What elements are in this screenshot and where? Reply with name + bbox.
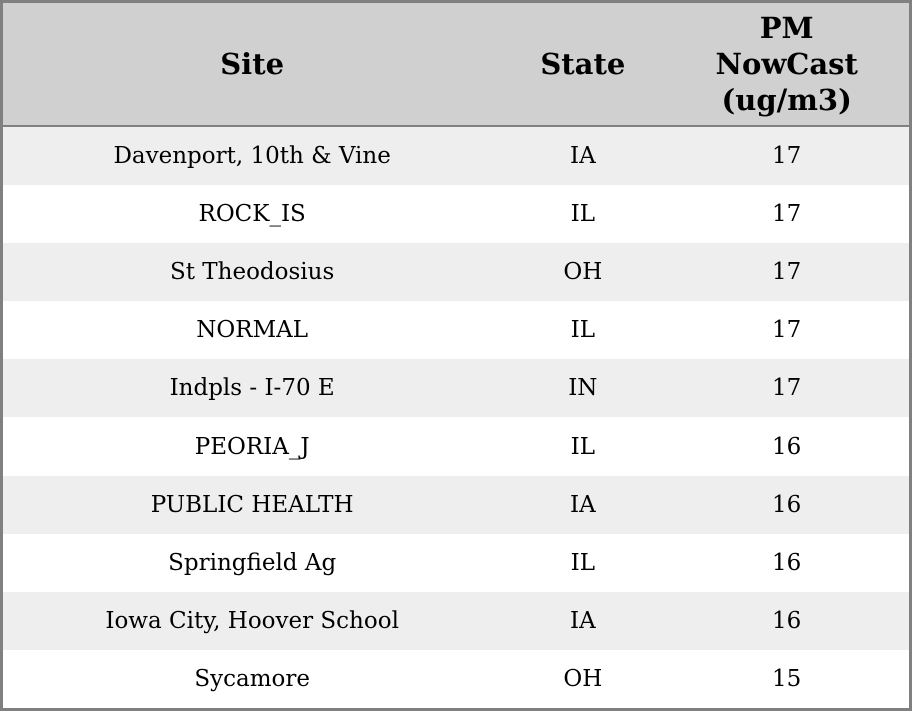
site-cell: Sycamore xyxy=(3,649,502,708)
table-row: PEORIA_J IL 16 xyxy=(3,417,909,476)
table-row: St Theodosius OH 17 xyxy=(3,243,909,302)
table-row: Iowa City, Hoover School IA 16 xyxy=(3,591,909,650)
table-header: Site State PM NowCast (ug/m3) xyxy=(3,3,909,127)
table-row: Springfield Ag IL 16 xyxy=(3,533,909,592)
site-cell: Springfield Ag xyxy=(3,533,502,592)
pm-value-cell: 16 xyxy=(664,417,909,476)
state-cell: OH xyxy=(501,243,665,302)
pm-value-cell: 16 xyxy=(664,475,909,534)
pm-value-cell: 15 xyxy=(664,649,909,708)
site-cell: Davenport, 10th & Vine xyxy=(3,126,502,186)
state-cell: IA xyxy=(501,126,665,186)
state-cell: IL xyxy=(501,301,665,360)
header-row: Site State PM NowCast (ug/m3) xyxy=(3,3,909,127)
col-header-pm-nowcast-label: PM NowCast (ug/m3) xyxy=(715,10,858,118)
table-body: Davenport, 10th & Vine IA 17 ROCK_IS IL … xyxy=(3,126,909,708)
table-row: PUBLIC HEALTH IA 16 xyxy=(3,475,909,534)
col-header-site: Site xyxy=(3,3,502,127)
pm-value-cell: 17 xyxy=(664,359,909,418)
table-row: Sycamore OH 15 xyxy=(3,649,909,708)
site-cell: Indpls - I-70 E xyxy=(3,359,502,418)
pm-value-cell: 17 xyxy=(664,301,909,360)
table-row: ROCK_IS IL 17 xyxy=(3,185,909,244)
site-cell: PEORIA_J xyxy=(3,417,502,476)
state-cell: IA xyxy=(501,475,665,534)
col-header-state-label: State xyxy=(540,46,626,81)
pm-value-cell: 17 xyxy=(664,243,909,302)
state-cell: IA xyxy=(501,591,665,650)
site-cell: Iowa City, Hoover School xyxy=(3,591,502,650)
col-header-site-label: Site xyxy=(220,46,285,81)
table-row: Indpls - I-70 E IN 17 xyxy=(3,359,909,418)
table-row: Davenport, 10th & Vine IA 17 xyxy=(3,126,909,186)
table-row: NORMAL IL 17 xyxy=(3,301,909,360)
state-cell: IN xyxy=(501,359,665,418)
pm-value-cell: 16 xyxy=(664,533,909,592)
pm-value-cell: 17 xyxy=(664,185,909,244)
state-cell: OH xyxy=(501,649,665,708)
site-cell: PUBLIC HEALTH xyxy=(3,475,502,534)
site-cell: St Theodosius xyxy=(3,243,502,302)
site-cell: NORMAL xyxy=(3,301,502,360)
pm-value-cell: 16 xyxy=(664,591,909,650)
state-cell: IL xyxy=(501,185,665,244)
col-header-state: State xyxy=(501,3,665,127)
site-cell: ROCK_IS xyxy=(3,185,502,244)
state-cell: IL xyxy=(501,417,665,476)
state-cell: IL xyxy=(501,533,665,592)
pm-value-cell: 17 xyxy=(664,126,909,186)
pm-nowcast-table: Site State PM NowCast (ug/m3) Davenport,… xyxy=(3,3,909,708)
col-header-pm-nowcast: PM NowCast (ug/m3) xyxy=(664,3,909,127)
